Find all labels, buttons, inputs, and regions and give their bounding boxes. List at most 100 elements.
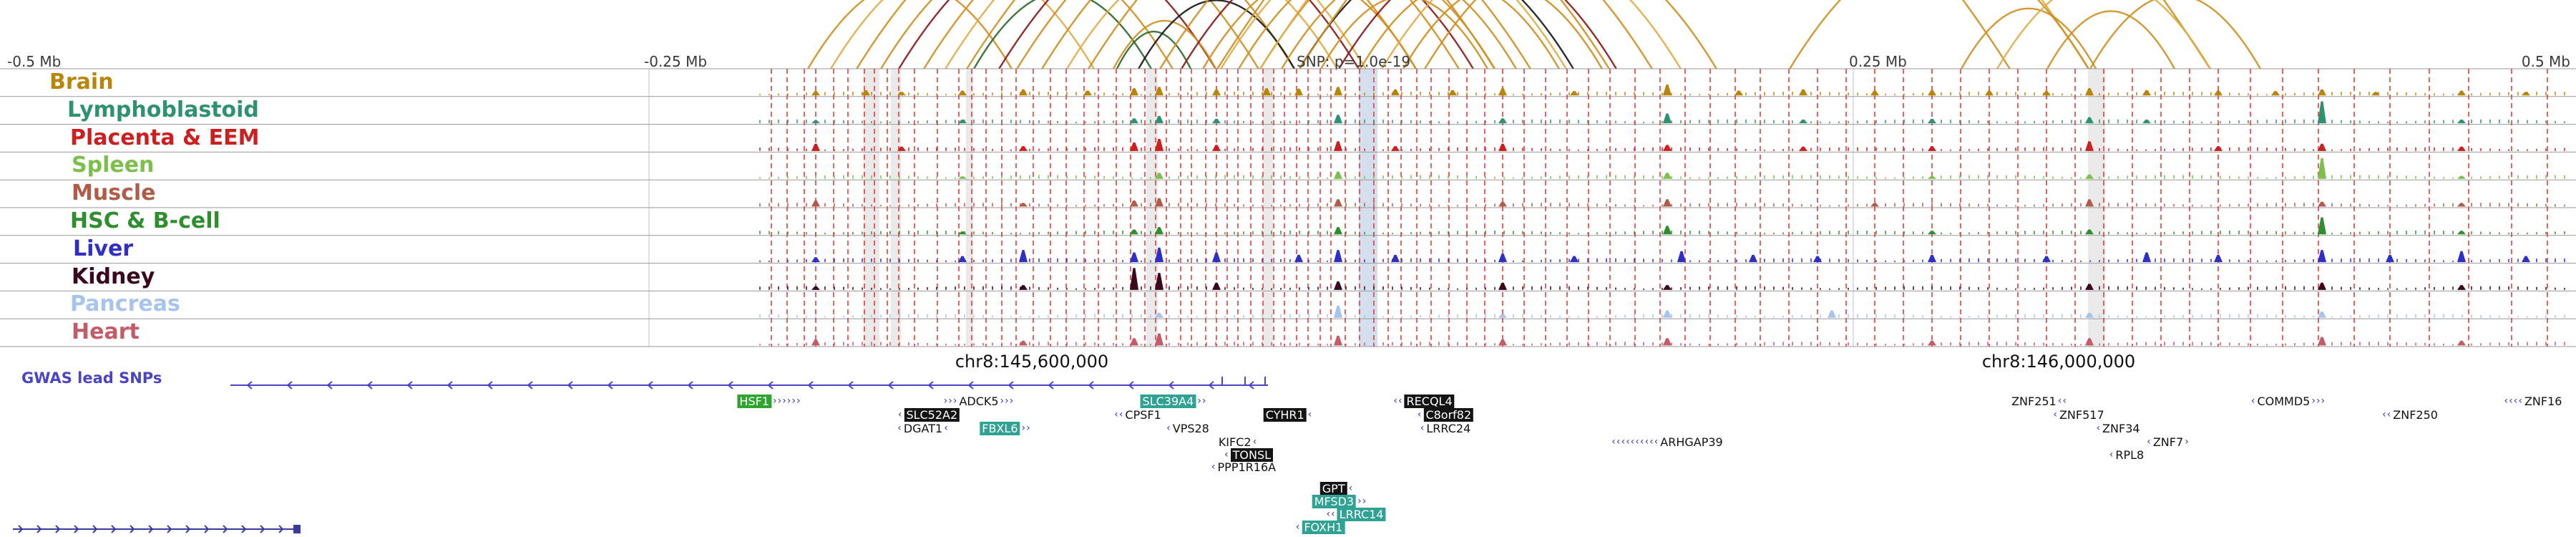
signal-noise — [759, 175, 2565, 179]
right-arrow-icon — [185, 525, 191, 533]
offscreen-gene-model — [13, 525, 301, 533]
gene-label: C8orf82 — [1423, 408, 1474, 422]
strand-arrows-icon: ‹‹ — [2057, 395, 2067, 407]
ruler-label-0-25mb: 0.25 Mb — [1849, 53, 1907, 70]
right-arrow-icon — [204, 525, 210, 533]
interaction-arc — [1337, 0, 1618, 69]
signal-noise — [759, 258, 2565, 263]
signal-noise — [759, 342, 2565, 346]
signal-noise — [759, 231, 2565, 235]
gene-gpt: GPT ‹ — [1319, 482, 1354, 495]
gene-label: ADCK5 — [959, 395, 999, 408]
gene-adck5: ››› ADCK5 ››› — [944, 395, 1015, 408]
left-arrow-icon — [1008, 381, 1014, 390]
gene-kifc2: KIFC2 ‹ — [1219, 435, 1257, 449]
gene-label: TONSL — [1230, 448, 1274, 462]
left-arrow-icon — [927, 381, 934, 390]
strand-arrows-icon: ‹ — [1166, 422, 1171, 434]
signal-track-pancreas — [759, 305, 2565, 318]
right-arrow-icon — [92, 525, 98, 533]
strand-arrows-icon: ‹ — [1348, 483, 1354, 494]
gene-label: ZNF250 — [2393, 408, 2438, 422]
interaction-arc — [1402, 0, 1604, 69]
interaction-arc — [1423, 0, 1718, 69]
gene-label: COMMD5 — [2257, 395, 2311, 408]
gene-vps28: ‹ VPS28 — [1166, 422, 1209, 435]
interaction-arc — [2089, 0, 2262, 69]
strand-arrows-icon: ››› — [1000, 395, 1015, 407]
gene-label: LRRC24 — [1426, 422, 1471, 435]
strand-arrows-icon: › — [2185, 436, 2190, 448]
gene-label: ARHGAP39 — [1660, 435, 1723, 449]
left-arrow-icon — [1048, 381, 1054, 390]
strand-arrows-icon: ‹ — [2053, 409, 2058, 420]
right-arrow-icon — [167, 525, 172, 533]
gwas-lead-snps-track — [230, 377, 1268, 390]
gene-ppp1r16a: ‹ PPP1R16A — [1211, 460, 1276, 474]
gene-c8orf82: ‹ C8orf82 — [1418, 408, 1474, 422]
left-arrow-icon — [447, 381, 453, 390]
left-arrow-icon — [1128, 381, 1134, 390]
gene-cpsf1: ‹‹ CPSF1 — [1114, 408, 1161, 422]
signal-track-brain — [759, 84, 2565, 96]
interaction-arc — [2046, 10, 2176, 69]
left-arrow-icon — [647, 381, 653, 390]
signal-track-kidney — [759, 268, 2565, 290]
interaction-arc — [1788, 0, 2090, 69]
signal-noise — [759, 203, 2565, 207]
signal-tracks-layer — [0, 68, 2576, 347]
gene-znf517: ‹ ZNF517 — [2053, 408, 2104, 422]
interaction-arc — [1180, 0, 1475, 69]
left-arrow-icon — [406, 381, 413, 390]
gene-fbxl6: FBXL6 ›› — [980, 422, 1030, 435]
strand-arrows-icon: ‹‹ — [1114, 409, 1124, 420]
snp-pvalue-label: SNP: p=1.0e-19 — [1297, 53, 1411, 70]
interaction-arc — [972, 0, 1153, 69]
left-arrow-icon — [847, 381, 854, 390]
right-arrow-icon — [36, 525, 42, 533]
right-arrow-icon — [130, 525, 135, 533]
interaction-arc — [1065, 0, 1339, 69]
interaction-arc — [829, 0, 1096, 69]
coordinate-label-left: chr8:145,600,000 — [955, 352, 1109, 372]
signal-noise — [759, 314, 2565, 318]
gene-label: MFSD3 — [1312, 495, 1357, 508]
interaction-arc — [1298, 0, 1575, 69]
interaction-arc — [1116, 30, 1192, 69]
ruler-label-0-5mb: 0.5 Mb — [2521, 53, 2570, 70]
gene-slc52a2: ‹ SLC52A2 — [898, 408, 960, 422]
left-arrow-icon — [807, 381, 814, 390]
left-arrow-icon — [487, 381, 493, 390]
strand-arrows-icon: ‹‹‹‹ — [2504, 395, 2523, 407]
interaction-arc — [965, 0, 1496, 69]
gene-znf251: ZNF251 ‹‹ — [2011, 395, 2067, 408]
left-arrow-icon — [567, 381, 573, 390]
gene-label: SLC52A2 — [904, 408, 960, 422]
gene-label: CYHR1 — [1263, 408, 1307, 422]
strand-arrows-icon: ‹ — [897, 422, 902, 434]
strand-arrows-icon: ‹ — [897, 409, 903, 420]
signal-peaks — [811, 84, 2530, 96]
strand-arrows-icon: ‹‹ — [1393, 395, 1403, 407]
interaction-arc — [1112, 19, 1217, 69]
coordinate-label-right: chr8:146,000,000 — [1981, 352, 2136, 372]
gene-mfsd3: MFSD3 ›› — [1312, 495, 1367, 508]
interaction-arc — [1137, 0, 1296, 69]
gene-znf34: ‹ ZNF34 — [2096, 422, 2140, 435]
strand-arrows-icon: ‹ — [1211, 461, 1216, 473]
gene-label: LRRC14 — [1337, 508, 1386, 521]
interaction-arc — [879, 0, 1174, 69]
strand-arrows-icon: ››› — [2311, 395, 2326, 407]
gene-znf16: ‹‹‹‹ ZNF16 — [2504, 395, 2562, 408]
left-arrow-icon — [527, 381, 533, 390]
right-arrow-icon — [55, 525, 61, 533]
strand-arrows-icon: ›››››› — [772, 395, 801, 407]
strand-arrows-icon: ‹ — [2096, 422, 2102, 434]
right-arrow-icon — [148, 525, 154, 533]
gene-label: HSF1 — [737, 395, 771, 408]
left-arrow-icon — [887, 381, 894, 390]
left-arrow-icon — [1168, 381, 1174, 390]
interaction-arc — [1380, 0, 1682, 69]
signal-noise — [759, 119, 2565, 124]
signal-track-spleen — [759, 158, 2565, 179]
